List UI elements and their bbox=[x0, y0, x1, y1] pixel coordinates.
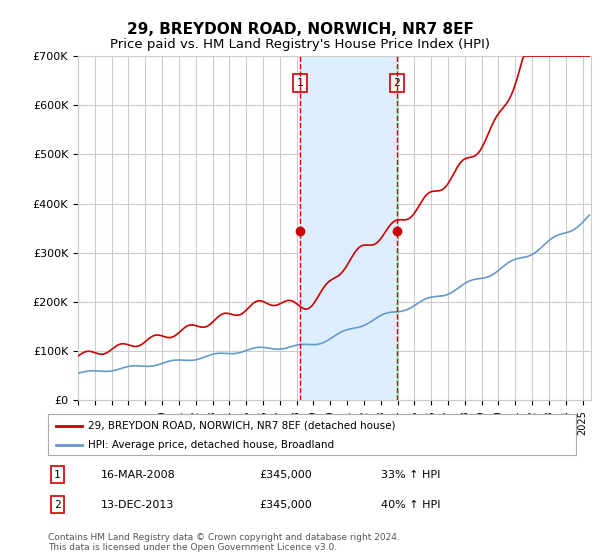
Text: 1: 1 bbox=[297, 78, 304, 88]
Text: Price paid vs. HM Land Registry's House Price Index (HPI): Price paid vs. HM Land Registry's House … bbox=[110, 38, 490, 51]
Text: HPI: Average price, detached house, Broadland: HPI: Average price, detached house, Broa… bbox=[88, 440, 334, 450]
Text: 29, BREYDON ROAD, NORWICH, NR7 8EF: 29, BREYDON ROAD, NORWICH, NR7 8EF bbox=[127, 22, 473, 38]
Text: £345,000: £345,000 bbox=[259, 500, 312, 510]
Text: 13-DEC-2013: 13-DEC-2013 bbox=[101, 500, 174, 510]
Text: 1: 1 bbox=[54, 470, 61, 479]
Text: 2: 2 bbox=[54, 500, 61, 510]
Text: 16-MAR-2008: 16-MAR-2008 bbox=[101, 470, 176, 479]
Text: 29, BREYDON ROAD, NORWICH, NR7 8EF (detached house): 29, BREYDON ROAD, NORWICH, NR7 8EF (deta… bbox=[88, 421, 395, 431]
Text: 2: 2 bbox=[394, 78, 400, 88]
Text: 40% ↑ HPI: 40% ↑ HPI bbox=[380, 500, 440, 510]
Text: £345,000: £345,000 bbox=[259, 470, 312, 479]
Text: 33% ↑ HPI: 33% ↑ HPI bbox=[380, 470, 440, 479]
Text: This data is licensed under the Open Government Licence v3.0.: This data is licensed under the Open Gov… bbox=[48, 543, 337, 552]
Text: Contains HM Land Registry data © Crown copyright and database right 2024.: Contains HM Land Registry data © Crown c… bbox=[48, 533, 400, 542]
Bar bbox=[300, 56, 397, 400]
